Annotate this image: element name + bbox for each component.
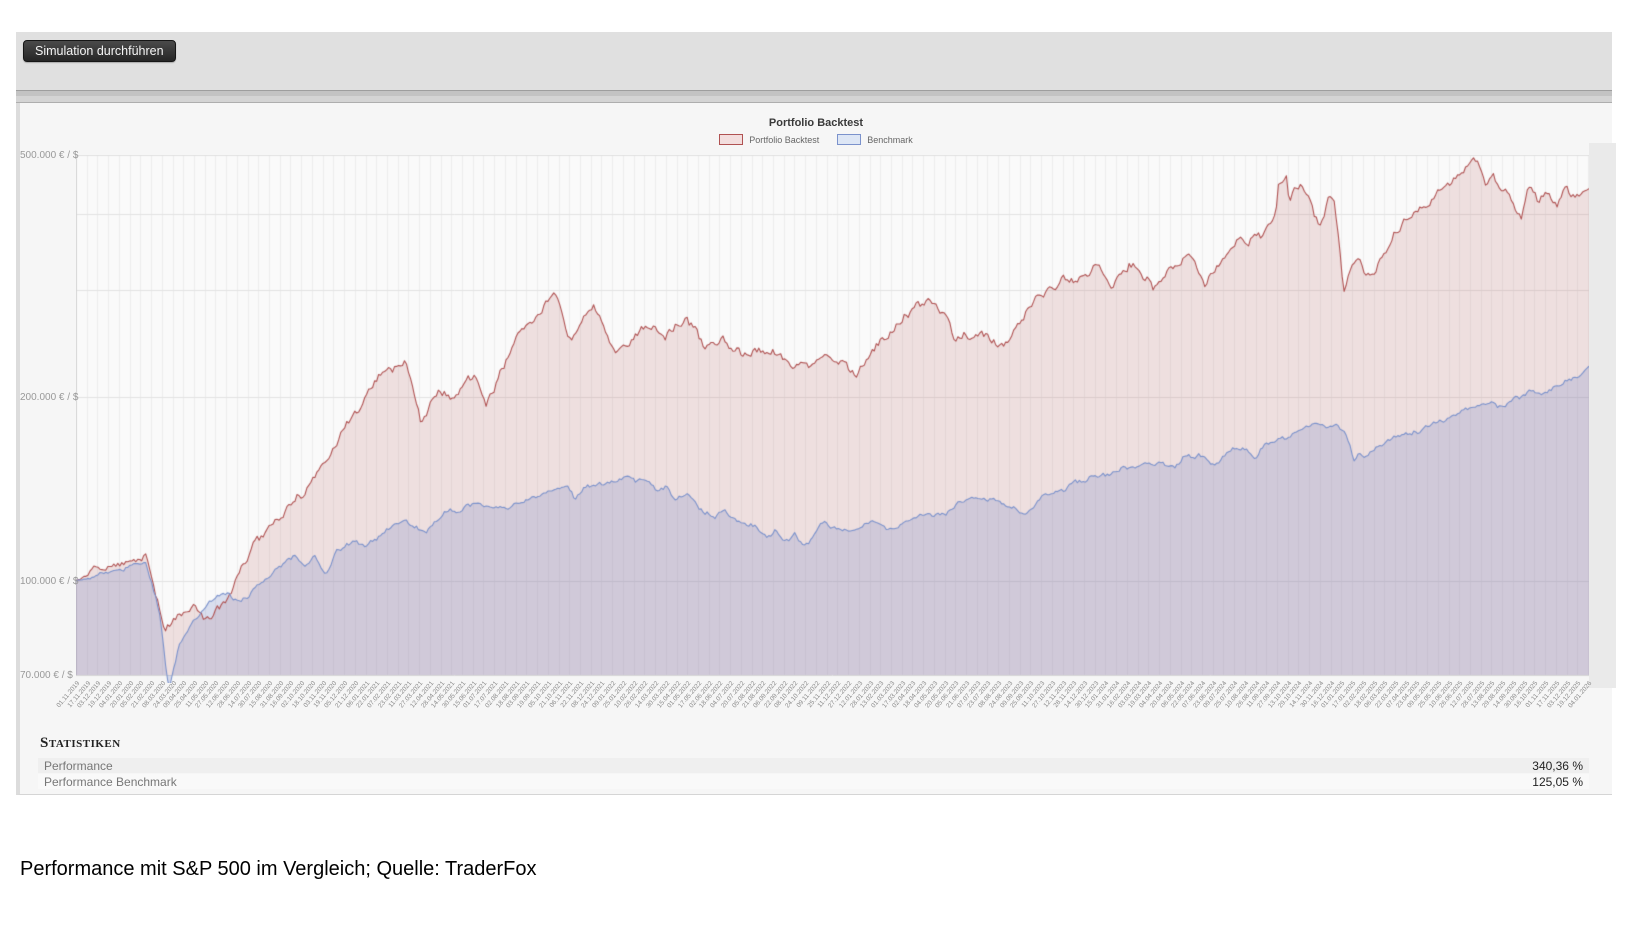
stats-heading: Statistiken <box>40 735 121 751</box>
chart-legend: Portfolio Backtest Benchmark <box>20 134 1612 145</box>
legend-swatch-portfolio <box>719 134 744 145</box>
legend-label-portfolio: Portfolio Backtest <box>749 134 820 145</box>
chart-title: Portfolio Backtest <box>768 117 864 129</box>
right-gutter <box>1589 143 1616 688</box>
y-tick-label: 500.000 € / $ <box>20 150 79 161</box>
figure-caption: Performance mit S&P 500 im Vergleich; Qu… <box>20 858 537 880</box>
run-simulation-button[interactable]: Simulation durchführen <box>23 40 176 62</box>
toolbar: Simulation durchführen <box>16 32 1612 90</box>
stats-value: 340,36 % <box>1532 758 1583 773</box>
stats-label: Performance <box>44 758 113 773</box>
legend-item-portfolio[interactable]: Portfolio Backtest <box>719 134 819 145</box>
stats-row-performance: Performance 340,36 % <box>38 758 1589 773</box>
chart-section: Portfolio Backtest Portfolio Backtest Be… <box>16 103 1616 795</box>
plot-canvas[interactable] <box>76 155 1589 683</box>
y-tick-label: 70.000 € / $ <box>20 670 73 681</box>
stats-row-performance-benchmark: Performance Benchmark 125,05 % <box>38 774 1589 789</box>
splitter-bar[interactable] <box>16 90 1612 103</box>
y-tick-label: 200.000 € / $ <box>20 392 79 404</box>
y-tick-label: 100.000 € / $ <box>20 575 79 587</box>
backtest-panel: Simulation durchführen Portfolio Backtes… <box>16 32 1616 795</box>
legend-item-benchmark[interactable]: Benchmark <box>837 134 913 145</box>
legend-label-benchmark: Benchmark <box>867 134 913 145</box>
stats-value: 125,05 % <box>1532 774 1583 789</box>
stats-table: Performance 340,36 % Performance Benchma… <box>38 758 1589 790</box>
stats-label: Performance Benchmark <box>44 774 177 789</box>
legend-swatch-benchmark <box>837 134 862 145</box>
